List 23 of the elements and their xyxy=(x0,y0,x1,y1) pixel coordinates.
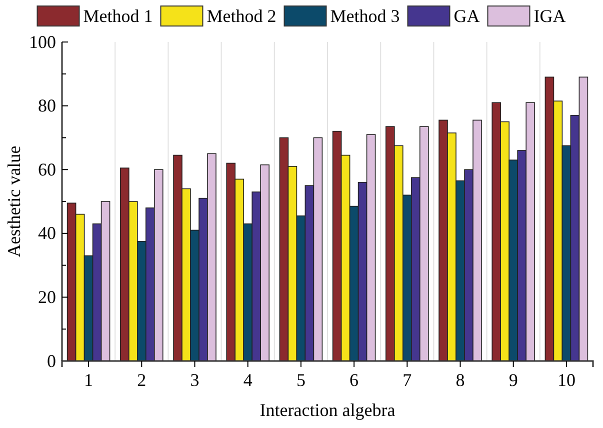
x-tick-label: 9 xyxy=(508,370,518,390)
x-tick-label: 5 xyxy=(296,370,306,390)
x-tick-label: 10 xyxy=(557,370,576,390)
y-tick-label: 0 xyxy=(47,350,56,371)
x-tick-label: 8 xyxy=(456,370,465,390)
legend-label: IGA xyxy=(534,6,566,26)
y-axis-title: Aesthetic value xyxy=(4,146,24,258)
y-tick-label: 60 xyxy=(38,159,56,180)
y-tick-label: 80 xyxy=(38,96,56,116)
y-tick-label: 20 xyxy=(38,286,56,307)
legend-label: Method 3 xyxy=(330,6,400,26)
legend-label: GA xyxy=(454,6,480,26)
y-tick-label: 100 xyxy=(29,32,56,52)
legend-label: Method 2 xyxy=(206,6,276,26)
x-tick-label: 1 xyxy=(84,370,94,390)
x-tick-label: 6 xyxy=(350,370,359,390)
x-tick-label: 2 xyxy=(137,370,146,390)
legend-label: Method 1 xyxy=(83,6,153,26)
y-tick-label: 40 xyxy=(38,223,56,244)
x-tick-label: 4 xyxy=(243,370,252,390)
x-tick-label: 7 xyxy=(402,370,412,390)
x-tick-label: 3 xyxy=(190,370,200,390)
x-axis-title: Interaction algebra xyxy=(260,400,396,420)
